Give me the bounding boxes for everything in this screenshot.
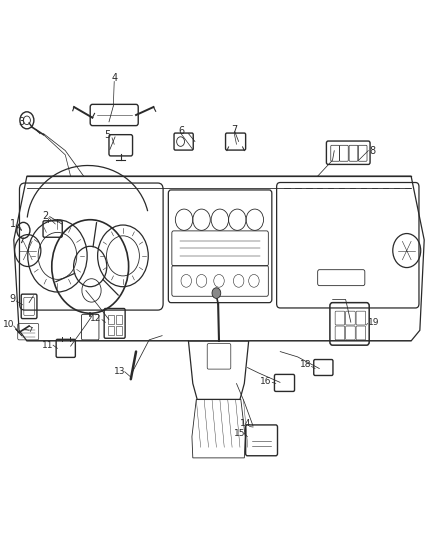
- Text: 9: 9: [10, 294, 16, 304]
- Text: 4: 4: [111, 73, 117, 83]
- Text: 6: 6: [178, 126, 184, 136]
- Bar: [116, 316, 122, 324]
- Text: 16: 16: [261, 377, 272, 386]
- Text: 2: 2: [42, 211, 48, 221]
- Text: 7: 7: [231, 125, 237, 135]
- Text: 15: 15: [234, 429, 246, 438]
- Text: 12: 12: [90, 314, 102, 323]
- Text: 5: 5: [105, 130, 111, 140]
- Text: 8: 8: [370, 146, 376, 156]
- Text: 18: 18: [300, 360, 311, 369]
- Text: 11: 11: [42, 341, 53, 350]
- Text: 14: 14: [240, 419, 251, 428]
- Bar: [116, 326, 122, 335]
- Bar: [108, 326, 114, 335]
- Bar: [108, 316, 114, 324]
- Text: 3: 3: [18, 117, 25, 127]
- Text: 10: 10: [3, 320, 14, 329]
- Text: 1: 1: [10, 219, 16, 229]
- Text: 13: 13: [114, 367, 125, 376]
- Circle shape: [212, 288, 221, 298]
- Text: 19: 19: [368, 318, 380, 327]
